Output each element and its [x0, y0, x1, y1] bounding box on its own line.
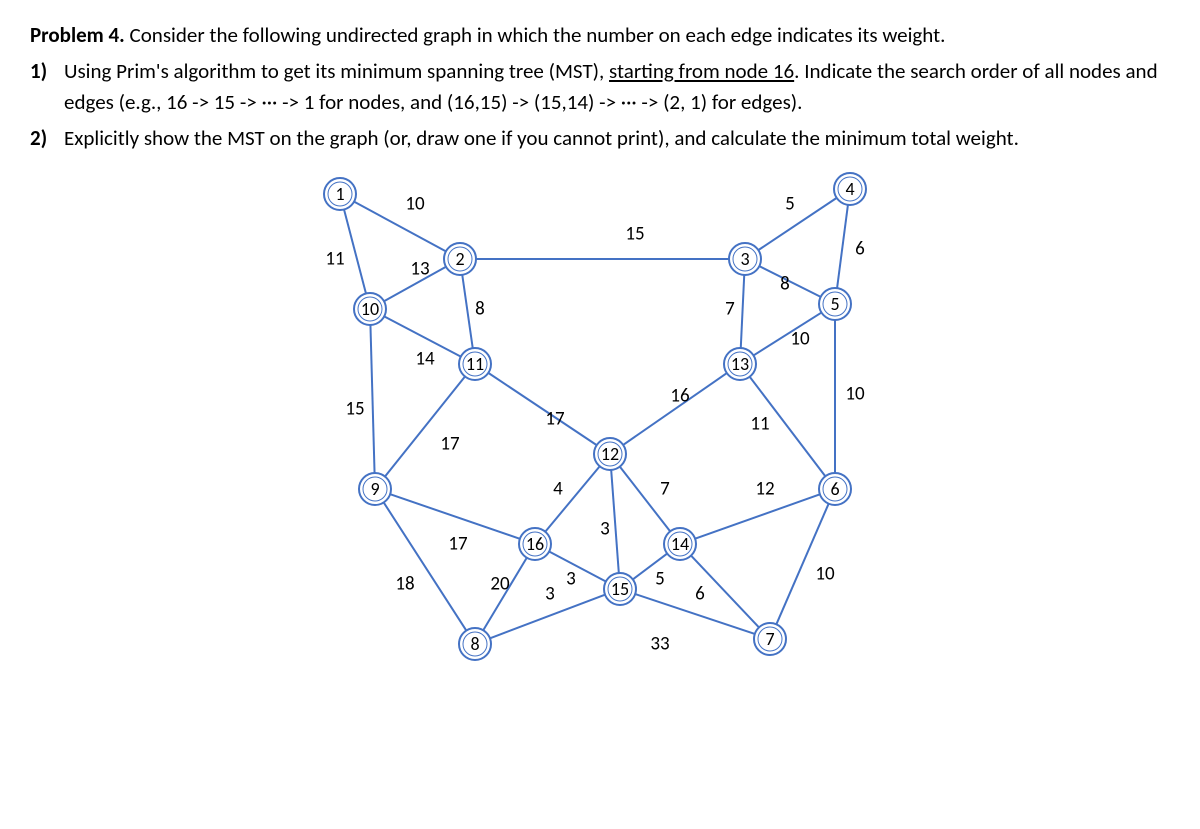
node-8: 8 — [459, 628, 491, 660]
edge-2-11 — [462, 275, 472, 348]
edge-9-10 — [370, 325, 374, 473]
node-label-5: 5 — [830, 293, 839, 315]
edge-weight-5-6: 10 — [845, 383, 865, 406]
node-label-8: 8 — [470, 633, 479, 655]
node-13: 13 — [724, 348, 756, 380]
edge-weight-6-13: 11 — [750, 413, 769, 436]
edge-weight-5-13: 10 — [790, 328, 810, 351]
node-5: 5 — [819, 288, 851, 320]
edge-3-4 — [758, 198, 836, 250]
part-2: 2) Explicitly show the MST on the graph … — [30, 123, 1170, 155]
node-label-1: 1 — [335, 183, 344, 205]
node-16: 16 — [519, 528, 551, 560]
edge-weight-6-14: 12 — [755, 478, 774, 501]
node-label-12: 12 — [601, 443, 619, 465]
problem-title: Problem 4. — [30, 22, 125, 48]
edge-weight-1-10: 11 — [325, 248, 344, 271]
edge-weight-2-11: 8 — [475, 298, 485, 321]
edge-weight-1-2: 10 — [405, 193, 425, 216]
part-1: 1) Using Prim's algorithm to get its min… — [30, 56, 1170, 119]
node-label-9: 9 — [370, 478, 379, 500]
node-3: 3 — [729, 243, 761, 275]
part-1-text: Using Prim's algorithm to get its minimu… — [64, 56, 1170, 119]
edge-weight-3-4: 5 — [785, 193, 795, 216]
edge-weight-9-16: 17 — [448, 533, 468, 556]
node-9: 9 — [359, 473, 391, 505]
edge-weight-8-15: 3 — [545, 583, 555, 606]
edge-weight-14-15: 5 — [655, 568, 665, 591]
edge-weight-7-14: 6 — [695, 583, 705, 606]
edge-15-16 — [549, 551, 606, 581]
node-4: 4 — [834, 173, 866, 205]
edge-weight-9-10: 15 — [345, 398, 364, 421]
edge-weight-12-14: 7 — [660, 478, 670, 501]
node-label-3: 3 — [740, 248, 749, 270]
node-14: 14 — [664, 528, 696, 560]
edge-weight-12-15: 3 — [600, 518, 610, 541]
edge-weight-11-12: 17 — [545, 408, 565, 431]
node-7: 7 — [754, 623, 786, 655]
part-2-text: Explicitly show the MST on the graph (or… — [64, 123, 1170, 155]
node-label-11: 11 — [466, 353, 484, 375]
node-1: 1 — [324, 178, 356, 210]
node-label-6: 6 — [830, 478, 839, 500]
part-1-num: 1) — [30, 56, 64, 119]
intro-text: Consider the following undirected graph … — [130, 22, 946, 48]
edge-weight-12-16: 4 — [553, 478, 563, 501]
node-12: 12 — [594, 438, 626, 470]
edge-4-5 — [837, 205, 848, 288]
node-label-16: 16 — [526, 533, 544, 555]
node-10: 10 — [354, 293, 386, 325]
edge-9-11 — [385, 376, 465, 476]
edge-weight-3-5: 8 — [780, 273, 790, 296]
edge-8-9 — [384, 502, 467, 630]
edge-weight-9-11: 17 — [440, 433, 460, 456]
part-2-num: 2) — [30, 123, 64, 155]
edge-1-2 — [354, 202, 446, 252]
node-11: 11 — [459, 348, 491, 380]
node-label-15: 15 — [611, 578, 629, 600]
edge-weight-4-5: 6 — [855, 238, 865, 261]
node-label-14: 14 — [671, 533, 689, 555]
edge-6-14 — [695, 494, 820, 538]
edge-weight-8-16: 20 — [490, 573, 510, 596]
edge-weight-15-16: 3 — [566, 568, 576, 591]
node-2: 2 — [444, 243, 476, 275]
node-15: 15 — [604, 573, 636, 605]
node-6: 6 — [819, 473, 851, 505]
edge-5-13 — [754, 313, 822, 356]
edge-3-5 — [759, 266, 820, 297]
edge-weight-8-9: 18 — [395, 573, 414, 596]
edge-weight-3-13: 7 — [725, 298, 735, 321]
graph-container: 1011131585876101011121063332018171715141… — [30, 164, 1170, 684]
edge-11-12 — [488, 373, 596, 445]
edge-weight-7-15: 33 — [650, 633, 669, 656]
edge-weight-2-3: 15 — [625, 223, 644, 246]
node-label-2: 2 — [455, 248, 464, 270]
node-label-10: 10 — [361, 298, 379, 320]
edge-weight-12-13: 16 — [670, 385, 689, 408]
node-label-4: 4 — [845, 178, 854, 200]
node-label-7: 7 — [765, 628, 774, 650]
edge-12-15 — [611, 470, 619, 573]
edge-weight-2-10: 13 — [410, 258, 429, 281]
edge-weight-6-7: 10 — [815, 563, 835, 586]
graph-svg: 1011131585876101011121063332018171715141… — [280, 164, 920, 674]
edge-1-10 — [344, 209, 366, 293]
problem-intro: Problem 4. Consider the following undire… — [30, 20, 1170, 52]
edge-3-13 — [741, 275, 744, 348]
node-label-13: 13 — [731, 353, 749, 375]
edge-weight-10-11: 14 — [415, 348, 435, 371]
